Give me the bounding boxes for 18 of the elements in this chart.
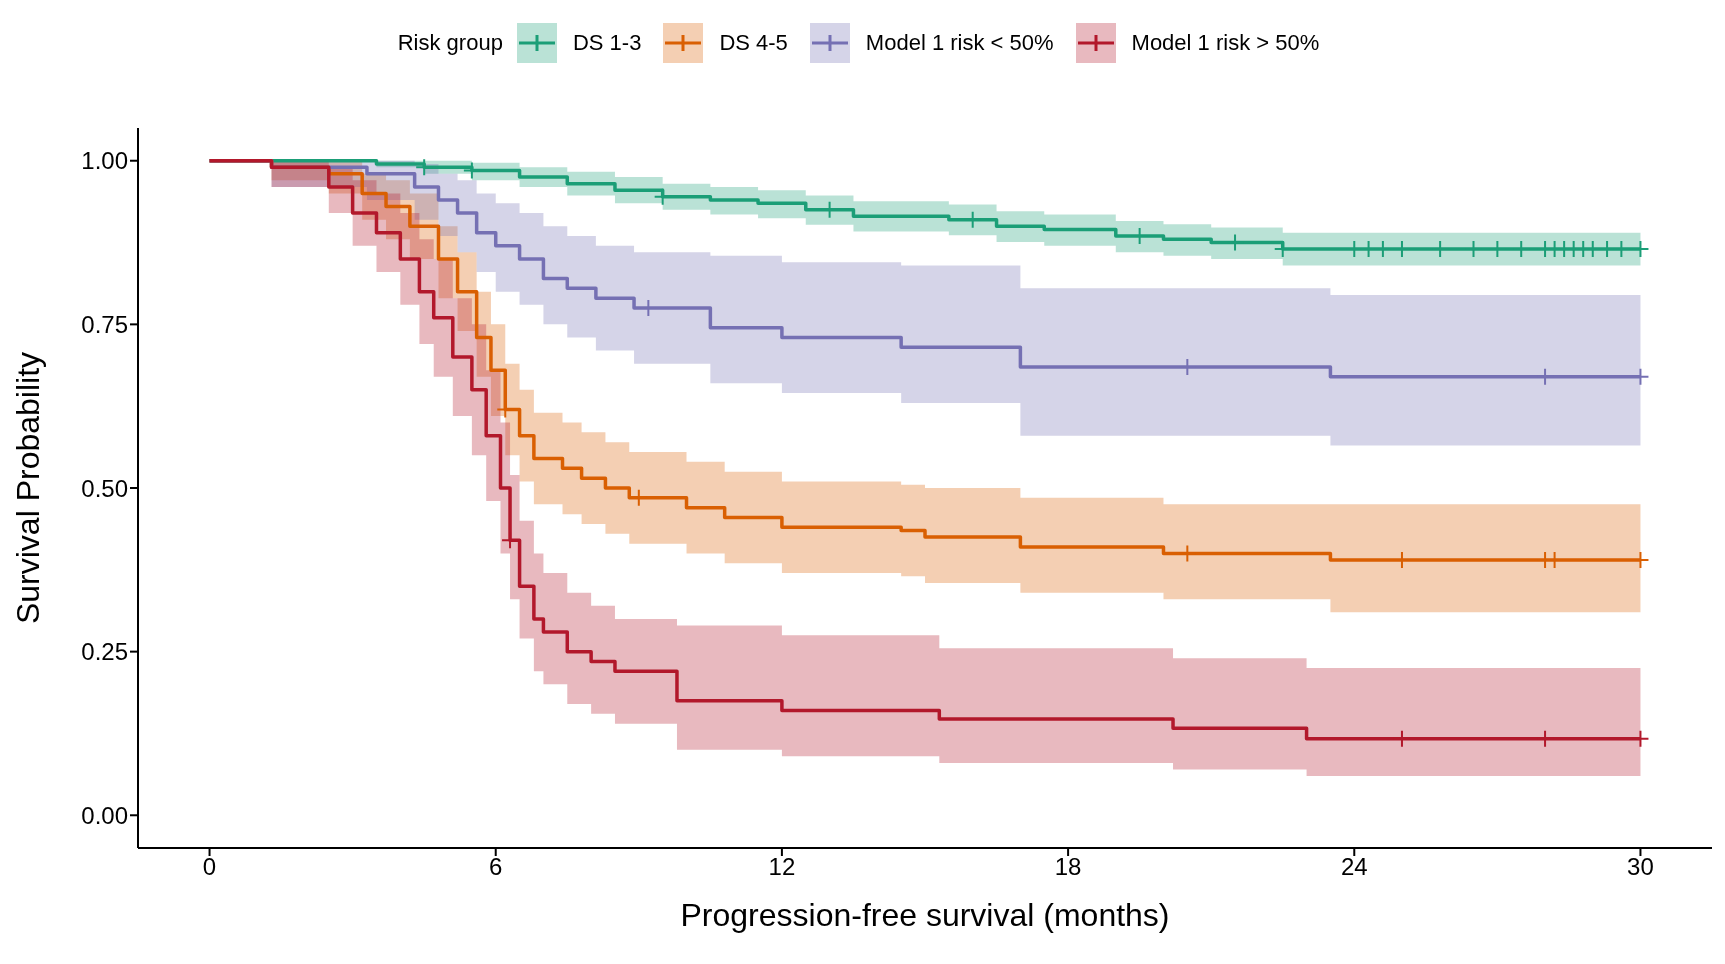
legend-label: DS 1-3 xyxy=(572,30,642,56)
y-axis-title: Survival Probability xyxy=(10,351,47,625)
x-tick-label: 18 xyxy=(1054,853,1082,881)
y-tick-label: 0.25 xyxy=(81,638,128,666)
x-tick-label: 30 xyxy=(1627,853,1654,881)
x-tick-label: 24 xyxy=(1340,853,1368,881)
legend-title: Risk group xyxy=(397,30,503,56)
x-tick-label: 6 xyxy=(489,853,503,881)
legend-label: Model 1 risk < 50% xyxy=(865,30,1054,56)
y-tick-label: 1.00 xyxy=(81,147,128,175)
legend-label: DS 4-5 xyxy=(719,30,788,56)
y-tick-label: 0.00 xyxy=(81,801,128,829)
x-axis-title: Progression-free survival (months) xyxy=(680,897,1170,933)
legend-label: Model 1 risk > 50% xyxy=(1131,30,1320,56)
y-tick-label: 0.50 xyxy=(81,474,128,502)
x-tick-label: 12 xyxy=(768,853,796,881)
x-tick-label: 0 xyxy=(202,853,217,881)
y-tick-label: 0.75 xyxy=(81,310,128,338)
